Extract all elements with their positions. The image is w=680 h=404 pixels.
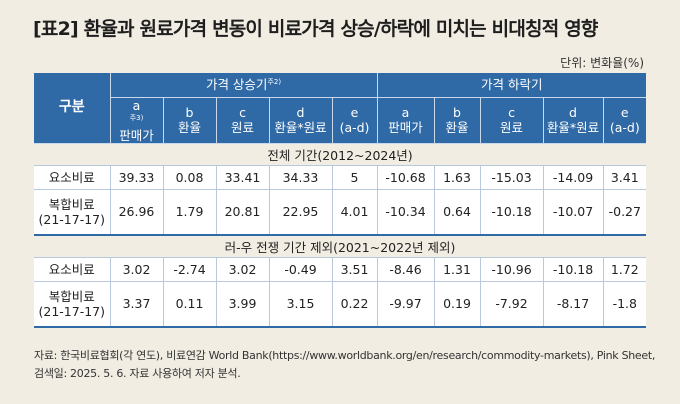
table-cell: 39.33: [110, 165, 164, 190]
table-cell: 0.11: [163, 281, 217, 328]
column-header: e (a-d): [332, 97, 378, 144]
table-cell: -0.27: [603, 189, 647, 236]
table-row: 요소비료 3.02 -2.74 3.02 -0.49 3.51 -8.46 1.31 -10.9…: [34, 257, 647, 282]
column-header: a 판매가: [377, 97, 435, 144]
table-cell: 3.02: [216, 257, 270, 282]
table-cell: -10.34: [377, 189, 435, 236]
table-cell: -10.96: [480, 257, 544, 282]
table-cell: -10.18: [480, 189, 544, 236]
source-line-2: 검색일: 2025. 5. 6. 자료 사용하여 저자 분석.: [34, 367, 241, 380]
table-row: 복합비료 (21-17-17) 26.96 1.79 20.81 22.95 4.01 -10…: [34, 189, 647, 236]
unit-label: 단위: 변화율(%): [560, 56, 644, 70]
table-body: 전체 기간(2012~2024년) 요소비료 39.33 0.08 33.41 34.33…: [34, 143, 647, 328]
data-table: 구분 가격 상승기주2) 가격 하락기 a 주3) 판매가 b 환율 c 원료 d 환율*원료 e…: [34, 73, 647, 328]
table-cell: 26.96: [110, 189, 164, 236]
column-header: a 주3) 판매가: [110, 97, 164, 144]
column-header: b 환율: [434, 97, 481, 144]
table-cell: 3.02: [110, 257, 164, 282]
table-cell: 0.19: [434, 281, 481, 328]
table-title: [표2] 환율과 원료가격 변동이 비료가격 상승/하락에 미치는 비대칭적 영…: [33, 18, 598, 40]
table-cell: -0.49: [269, 257, 333, 282]
table-cell: -10.68: [377, 165, 435, 190]
table-cell: 1.79: [163, 189, 217, 236]
table-cell: 1.72: [603, 257, 647, 282]
table-cell: 5: [332, 165, 378, 190]
column-header: c 원료: [480, 97, 544, 144]
table-cell: 3.37: [110, 281, 164, 328]
column-header: d 환율*원료: [269, 97, 333, 144]
column-header: e (a-d): [603, 97, 647, 144]
table-cell: 0.08: [163, 165, 217, 190]
column-header: b 환율: [163, 97, 217, 144]
column-header: d 환율*원료: [543, 97, 604, 144]
table-cell: 1.31: [434, 257, 481, 282]
table-row: 요소비료 39.33 0.08 33.41 34.33 5 -10.68 1.63 -15.03…: [34, 165, 647, 190]
table-cell: 22.95: [269, 189, 333, 236]
table-row: 복합비료 (21-17-17) 3.37 0.11 3.99 3.15 0.22 -9.97 0…: [34, 281, 647, 328]
header-fall-group: 가격 하락기: [377, 73, 647, 98]
table-cell: -7.92: [480, 281, 544, 328]
row-label: 복합비료 (21-17-17): [34, 189, 111, 236]
table-cell: 0.22: [332, 281, 378, 328]
table-cell: -2.74: [163, 257, 217, 282]
table-cell: 0.64: [434, 189, 481, 236]
table-cell: 4.01: [332, 189, 378, 236]
table-cell: 3.15: [269, 281, 333, 328]
table-cell: 3.41: [603, 165, 647, 190]
table-cell: -1.8: [603, 281, 647, 328]
table-cell: -10.07: [543, 189, 604, 236]
table-cell: 33.41: [216, 165, 270, 190]
table-cell: -14.09: [543, 165, 604, 190]
table-cell: 20.81: [216, 189, 270, 236]
period-label: 전체 기간(2012~2024년): [34, 143, 647, 166]
source-line-1: 자료: 한국비료협회(각 연도), 비료연감 World Bank(https:…: [34, 349, 656, 362]
table-cell: -15.03: [480, 165, 544, 190]
header-row-groups: 구분 가격 상승기주2) 가격 하락기: [34, 73, 647, 144]
table-cell: 3.99: [216, 281, 270, 328]
table-cell: 3.51: [332, 257, 378, 282]
period-label: 러-우 전쟁 기간 제외(2021~2022년 제외): [34, 235, 647, 258]
row-label: 요소비료: [34, 257, 111, 282]
table-cell: -8.46: [377, 257, 435, 282]
header-row-columns: a 주3) 판매가 b 환율 c 원료 d 환율*원료 e (a-d) a 판매가 b 환율 c 원료 d 환율*원…: [34, 97, 647, 144]
table-cell: -10.18: [543, 257, 604, 282]
period-row: 러-우 전쟁 기간 제외(2021~2022년 제외): [34, 235, 647, 258]
row-label: 요소비료: [34, 165, 111, 190]
header-rise-group: 가격 상승기주2): [110, 73, 378, 98]
table-cell: -9.97: [377, 281, 435, 328]
source-note: 자료: 한국비료협회(각 연도), 비료연감 World Bank(https:…: [34, 347, 656, 383]
table-cell: 1.63: [434, 165, 481, 190]
row-label: 복합비료 (21-17-17): [34, 281, 111, 328]
table-cell: -8.17: [543, 281, 604, 328]
column-header: c 원료: [216, 97, 270, 144]
period-row: 전체 기간(2012~2024년): [34, 143, 647, 166]
header-gubun: 구분: [34, 73, 111, 144]
table-cell: 34.33: [269, 165, 333, 190]
